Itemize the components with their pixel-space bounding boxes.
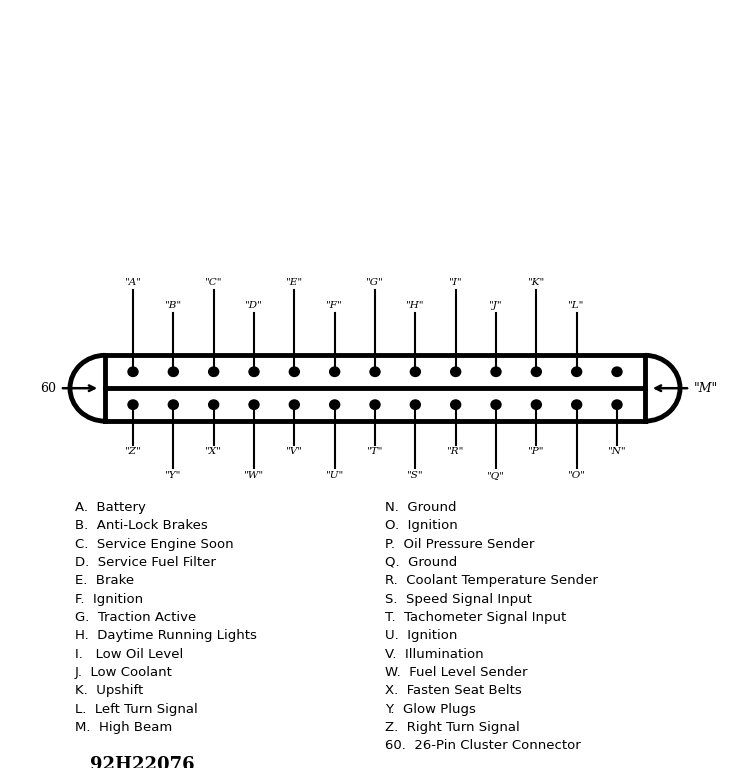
Text: B.  Anti-Lock Brakes: B. Anti-Lock Brakes [75, 519, 208, 532]
Text: "E": "E" [286, 278, 303, 286]
Text: O.  Ignition: O. Ignition [385, 519, 458, 532]
Text: "S": "S" [407, 471, 423, 480]
Text: "Z": "Z" [124, 448, 141, 456]
Text: W.  Fuel Level Sender: W. Fuel Level Sender [385, 666, 528, 679]
Circle shape [491, 400, 501, 409]
Text: Q.  Ground: Q. Ground [385, 556, 457, 569]
Text: 60.  26-Pin Cluster Connector: 60. 26-Pin Cluster Connector [385, 740, 581, 753]
Text: "H": "H" [406, 301, 425, 310]
Text: "U": "U" [326, 471, 344, 480]
Text: "T": "T" [367, 448, 383, 456]
Circle shape [531, 400, 542, 409]
Text: "V": "V" [286, 448, 303, 456]
Text: "M": "M" [694, 382, 719, 395]
Text: "I": "I" [449, 278, 462, 286]
Text: P.  Oil Pressure Sender: P. Oil Pressure Sender [385, 538, 534, 551]
Circle shape [128, 367, 138, 376]
Circle shape [329, 367, 340, 376]
Text: "G": "G" [366, 278, 384, 286]
Text: "D": "D" [245, 301, 263, 310]
Text: "A": "A" [124, 278, 141, 286]
Circle shape [168, 367, 178, 376]
Text: U.  Ignition: U. Ignition [385, 629, 457, 642]
Text: J.  Low Coolant: J. Low Coolant [75, 666, 173, 679]
Text: R.  Coolant Temperature Sender: R. Coolant Temperature Sender [385, 574, 598, 588]
Text: A.  Battery: A. Battery [75, 501, 146, 514]
Text: V.  Illumination: V. Illumination [385, 647, 484, 660]
Circle shape [531, 367, 542, 376]
Text: T.  Tachometer Signal Input: T. Tachometer Signal Input [385, 611, 566, 624]
Text: 92H22076: 92H22076 [90, 756, 195, 768]
Circle shape [411, 367, 420, 376]
Circle shape [451, 400, 461, 409]
Circle shape [411, 400, 420, 409]
Circle shape [370, 367, 380, 376]
Text: S.  Speed Signal Input: S. Speed Signal Input [385, 593, 532, 606]
Text: Y.  Glow Plugs: Y. Glow Plugs [385, 703, 476, 716]
Circle shape [209, 367, 218, 376]
Text: I.   Low Oil Level: I. Low Oil Level [75, 647, 184, 660]
Circle shape [249, 400, 259, 409]
Circle shape [168, 400, 178, 409]
Text: "O": "O" [568, 471, 585, 480]
Circle shape [572, 400, 582, 409]
Text: "C": "C" [205, 278, 223, 286]
Circle shape [572, 367, 582, 376]
Text: N.  Ground: N. Ground [385, 501, 457, 514]
Circle shape [329, 400, 340, 409]
Circle shape [289, 367, 300, 376]
Text: "J": "J" [489, 301, 502, 310]
Text: G.  Traction Active: G. Traction Active [75, 611, 196, 624]
Text: L.  Left Turn Signal: L. Left Turn Signal [75, 703, 198, 716]
Text: "Q": "Q" [487, 471, 505, 480]
Circle shape [612, 367, 622, 376]
Text: "L": "L" [568, 301, 585, 310]
Text: "N": "N" [608, 448, 626, 456]
Text: "F": "F" [326, 301, 343, 310]
Text: "B": "B" [165, 301, 182, 310]
Text: 60: 60 [40, 382, 56, 395]
Text: "P": "P" [528, 448, 545, 456]
Text: F.  Ignition: F. Ignition [75, 593, 143, 606]
Circle shape [289, 400, 300, 409]
Text: "K": "K" [528, 278, 545, 286]
Text: K.  Upshift: K. Upshift [75, 684, 144, 697]
Circle shape [451, 367, 461, 376]
Circle shape [370, 400, 380, 409]
Text: "R": "R" [447, 448, 465, 456]
Circle shape [612, 400, 622, 409]
Text: H.  Daytime Running Lights: H. Daytime Running Lights [75, 629, 257, 642]
Text: E.  Brake: E. Brake [75, 574, 134, 588]
Text: "W": "W" [244, 471, 264, 480]
Text: M.  High Beam: M. High Beam [75, 721, 172, 734]
Text: Z.  Right Turn Signal: Z. Right Turn Signal [385, 721, 519, 734]
Circle shape [209, 400, 218, 409]
Text: D.  Service Fuel Filter: D. Service Fuel Filter [75, 556, 216, 569]
Circle shape [128, 400, 138, 409]
Circle shape [249, 367, 259, 376]
Circle shape [491, 367, 501, 376]
Text: "Y": "Y" [165, 471, 181, 480]
Text: C.  Service Engine Soon: C. Service Engine Soon [75, 538, 234, 551]
Text: X.  Fasten Seat Belts: X. Fasten Seat Belts [385, 684, 522, 697]
Text: "X": "X" [205, 448, 222, 456]
